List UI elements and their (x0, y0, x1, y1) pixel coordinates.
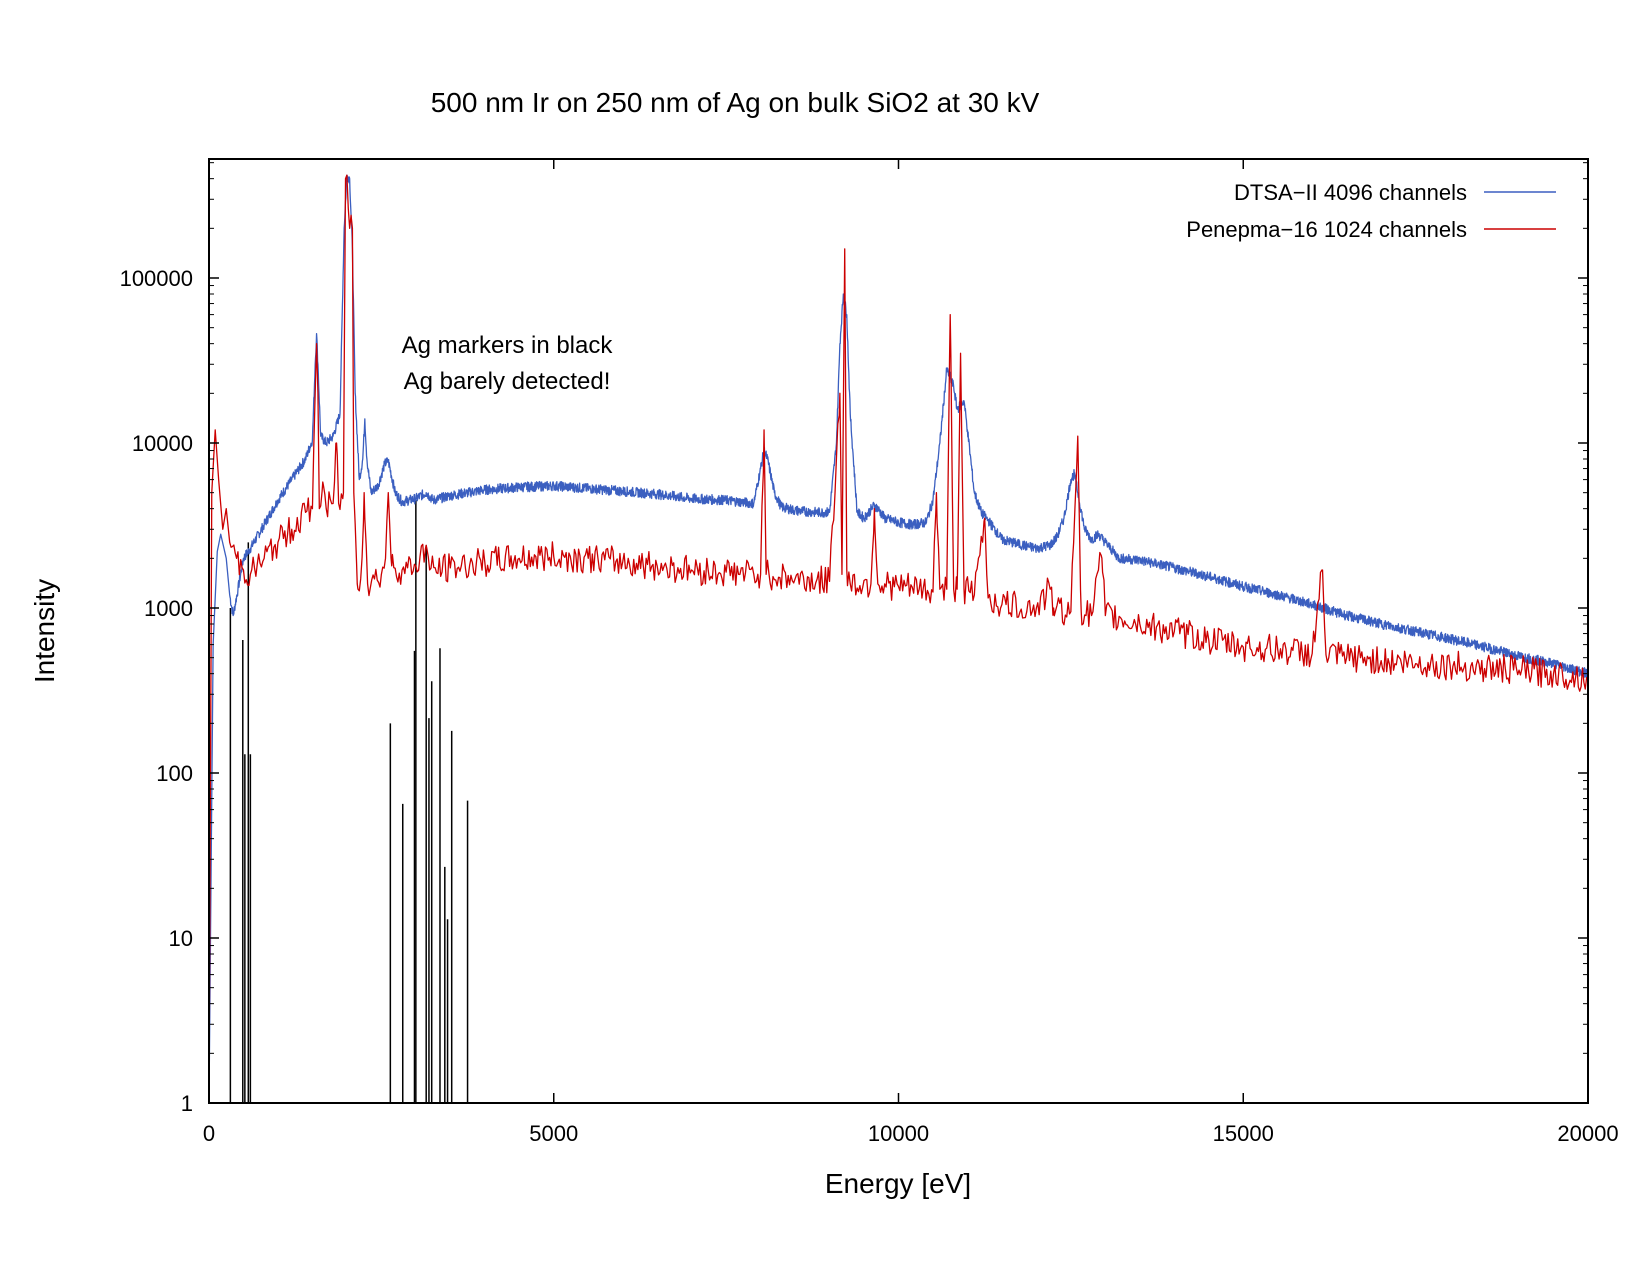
legend-label-penepma: Penepma−16 1024 channels (1186, 217, 1467, 242)
y-tick-label: 100 (156, 761, 193, 786)
x-tick-label: 20000 (1557, 1121, 1618, 1146)
x-tick-label: 10000 (868, 1121, 929, 1146)
legend-label-dtsa: DTSA−II 4096 channels (1234, 180, 1467, 205)
annotation-ag-detected: Ag barely detected! (404, 368, 611, 395)
x-tick-label: 5000 (529, 1121, 578, 1146)
y-tick-label: 1 (181, 1091, 193, 1116)
y-tick-label: 100000 (120, 266, 193, 291)
chart-title: 500 nm Ir on 250 nm of Ag on bulk SiO2 a… (431, 87, 1040, 118)
x-tick-label: 0 (203, 1121, 215, 1146)
x-tick-label: 15000 (1213, 1121, 1274, 1146)
x-axis-label: Energy [eV] (825, 1168, 971, 1199)
series-layer (209, 174, 1588, 1103)
series-line-dtsa (209, 174, 1588, 1103)
y-tick-label: 1000 (144, 596, 193, 621)
plot-frame (208, 158, 1589, 1104)
legend: DTSA−II 4096 channels Penepma−16 1024 ch… (1186, 180, 1556, 242)
axes-layer: 0 5000 10000 15000 20000 1 10 100 1000 10000 10000… (120, 159, 1619, 1146)
y-axis-label: Intensity (29, 579, 60, 683)
y-tick-label: 10 (169, 926, 193, 951)
series-line-penepma (209, 174, 1588, 1103)
annotation-ag-markers: Ag markers in black (402, 332, 614, 359)
y-tick-label: 10000 (132, 431, 193, 456)
